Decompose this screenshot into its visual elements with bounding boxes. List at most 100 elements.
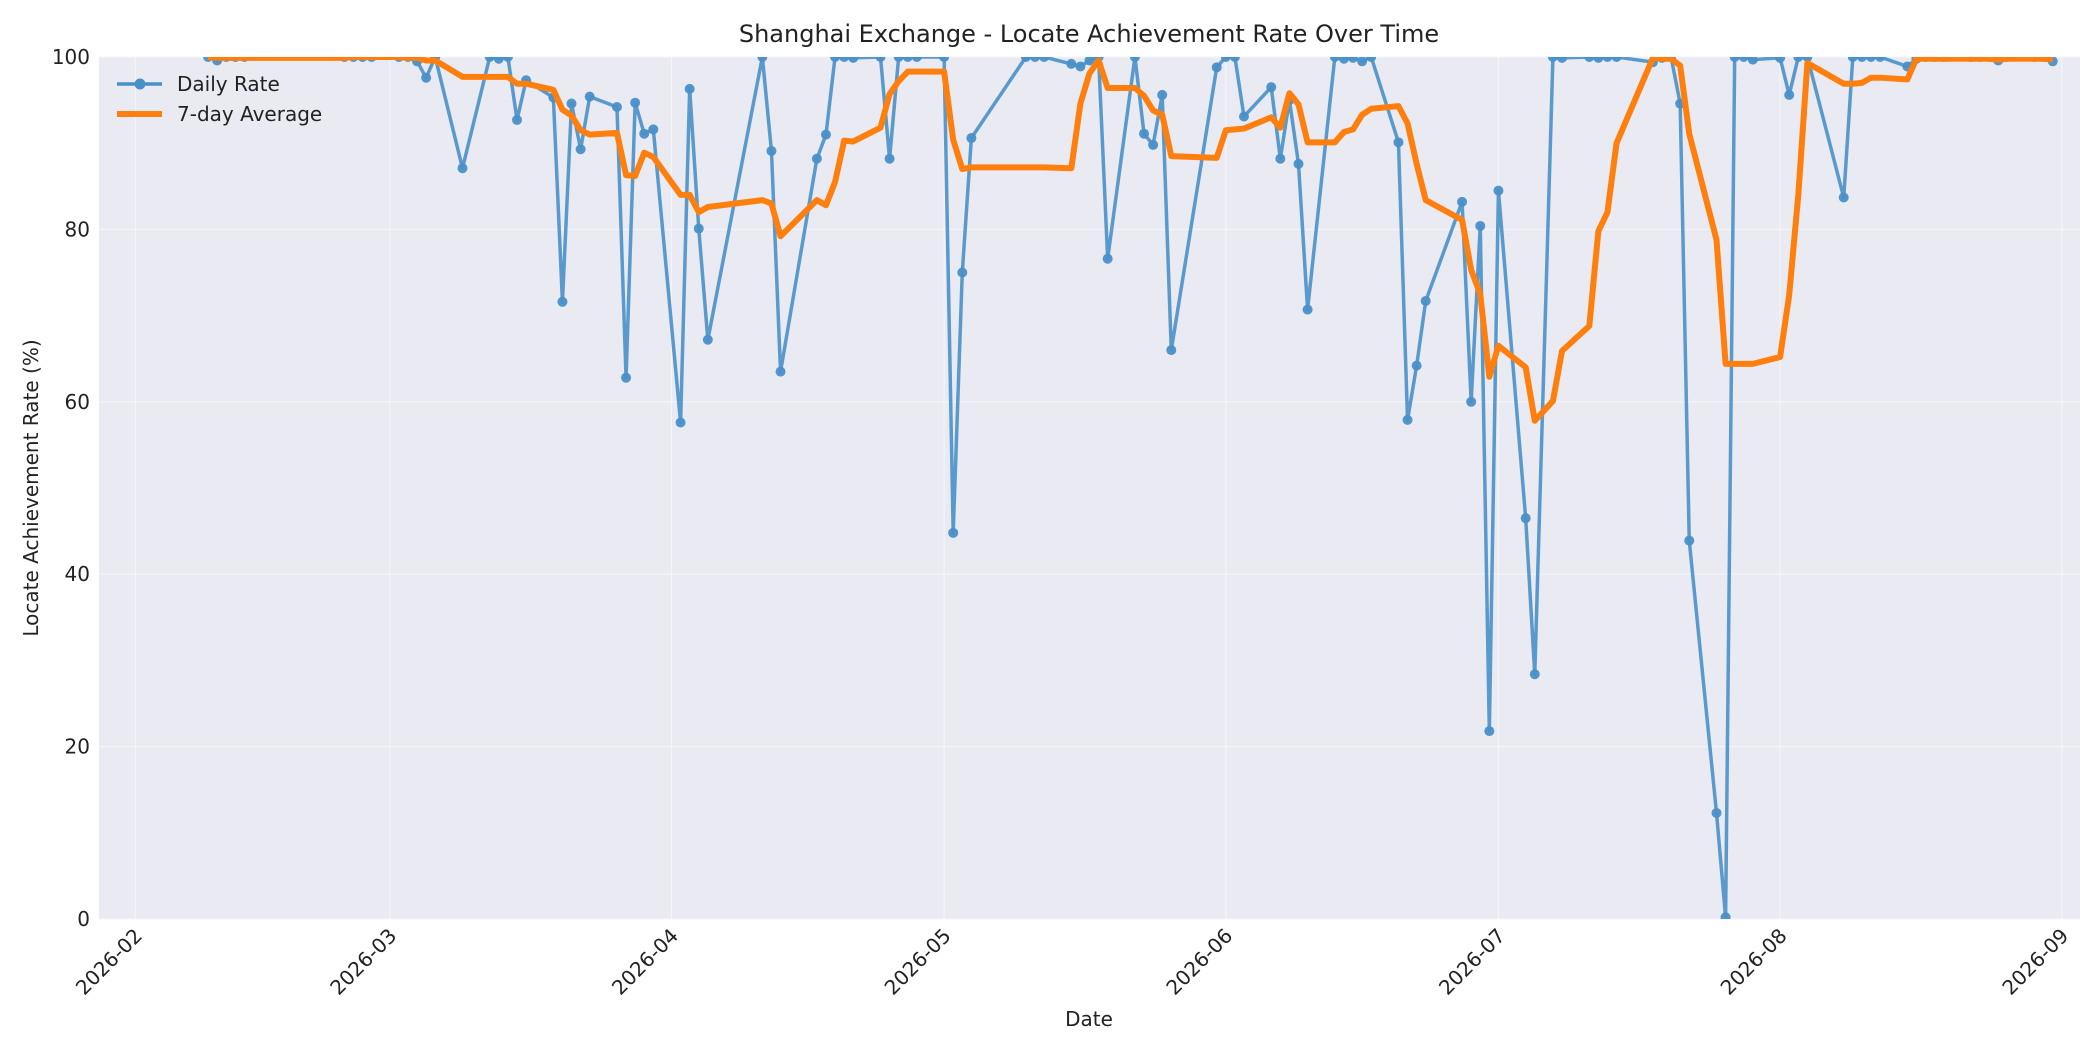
daily-rate-point [875, 57, 886, 62]
daily-rate-point [702, 334, 713, 345]
daily-rate-point [693, 223, 704, 234]
daily-rate-point [1457, 196, 1468, 207]
daily-rate-point [684, 83, 695, 94]
daily-rate-point [1102, 253, 1113, 264]
daily-rate-point [1348, 57, 1359, 63]
daily-rate-point [1466, 396, 1477, 407]
daily-rate-point [639, 128, 650, 139]
y-tick-label: 80 [65, 217, 90, 241]
y-tick-label: 60 [65, 390, 90, 414]
daily-rate-point [957, 267, 968, 278]
daily-rate-point [648, 124, 659, 135]
daily-rate-point [1557, 57, 1568, 63]
daily-rate-point [1293, 158, 1304, 169]
y-tick-label: 0 [77, 907, 90, 931]
daily-rate-point [1066, 58, 1077, 69]
daily-rate-point [820, 129, 831, 140]
x-tick-label: 2026-09 [1997, 924, 2073, 1000]
daily-rate-point [1838, 192, 1849, 203]
daily-rate-point [1357, 57, 1368, 67]
daily-rate-point [1529, 669, 1540, 680]
daily-rate-point [1720, 912, 1731, 919]
y-tick-label: 40 [65, 562, 90, 586]
legend-seven-day-average-label: 7-day Average [177, 102, 322, 126]
daily-rate-point [1738, 57, 1749, 62]
daily-rate-point [1775, 57, 1786, 63]
daily-rate-point [948, 527, 959, 538]
y-axis-label: Locate Achievement Rate (%) [19, 339, 43, 636]
y-tick-label: 100 [52, 45, 90, 69]
daily-rate-point [1866, 57, 1876, 62]
daily-rate-point [1793, 57, 1804, 62]
x-tick-label: 2026-08 [1716, 924, 1792, 1000]
daily-rate-point [1584, 57, 1595, 62]
daily-rate-point [457, 163, 468, 174]
x-axis-label: Date [1065, 1007, 1113, 1031]
daily-rate-point [1393, 137, 1404, 148]
daily-rate-point [830, 57, 841, 62]
daily-rate-point [1039, 57, 1050, 62]
x-axis-ticks: 2026-02 2026-03 2026-04 2026-05 2026-06 2026-… [71, 924, 2074, 1000]
daily-rate-point [1220, 57, 1231, 62]
daily-rate-point [566, 98, 577, 109]
legend: Daily Rate 7-day Average [117, 72, 322, 126]
daily-rate-point [1475, 220, 1486, 231]
daily-rate-point [484, 57, 495, 62]
series-layer [203, 57, 2058, 919]
daily-rate-point [1711, 807, 1722, 818]
daily-rate-point [630, 97, 641, 108]
daily-rate-point [1029, 57, 1040, 62]
legend-daily-rate-label: Daily Rate [177, 72, 280, 96]
daily-rate-point [1784, 89, 1795, 100]
daily-rate-point [911, 57, 922, 62]
daily-rate-point [1420, 295, 1431, 306]
daily-rate-point [1139, 128, 1150, 139]
daily-rate-point [1329, 57, 1340, 62]
daily-rate-point [811, 153, 822, 164]
daily-rate-point [1229, 57, 1240, 62]
daily-rate-point [757, 57, 768, 62]
daily-rate-point [1411, 360, 1422, 371]
daily-rate-point [1684, 535, 1695, 546]
daily-rate-point [1611, 57, 1622, 62]
daily-rate-point [1547, 57, 1558, 62]
daily-rate-point [1875, 57, 1886, 62]
daily-rate-point [1084, 57, 1095, 66]
daily-rate-point [1166, 345, 1177, 356]
plot-area [99, 57, 2080, 919]
daily-rate-point [1402, 414, 1413, 425]
daily-rate-point [1520, 513, 1531, 524]
daily-rate-point [1075, 61, 1086, 72]
daily-rate-point [611, 102, 622, 112]
daily-rate-point [502, 57, 513, 62]
daily-rate-point [421, 72, 432, 83]
daily-rate-point [621, 372, 632, 383]
daily-rate-point [1493, 185, 1504, 196]
daily-rate-point [1211, 62, 1222, 73]
daily-rate-point [839, 57, 850, 62]
daily-rate-point [1275, 153, 1286, 164]
daily-rate-point [939, 57, 950, 62]
daily-rate-point [902, 57, 913, 62]
chart-title: Shanghai Exchange - Locate Achievement R… [739, 20, 1439, 48]
daily-rate-point [848, 57, 859, 63]
x-tick-label: 2026-04 [607, 924, 683, 1000]
daily-rate-point [966, 133, 977, 144]
daily-rate-point [1302, 304, 1313, 315]
daily-rate-point [1148, 139, 1159, 150]
x-tick-label: 2026-05 [880, 924, 956, 1000]
legend-daily-rate-marker [134, 78, 146, 90]
daily-rate-point [575, 144, 586, 155]
daily-rate-point [584, 91, 595, 102]
daily-rate-point [1747, 57, 1758, 65]
x-tick-label: 2026-03 [325, 924, 401, 1000]
daily-rate-point [1366, 57, 1377, 62]
x-tick-label: 2026-07 [1434, 924, 1510, 1000]
daily-rate-point [1729, 57, 1740, 62]
daily-rate-point [1847, 57, 1858, 62]
daily-rate-point [512, 114, 523, 125]
x-tick-label: 2026-02 [71, 924, 147, 1000]
daily-rate-point [1020, 57, 1031, 62]
